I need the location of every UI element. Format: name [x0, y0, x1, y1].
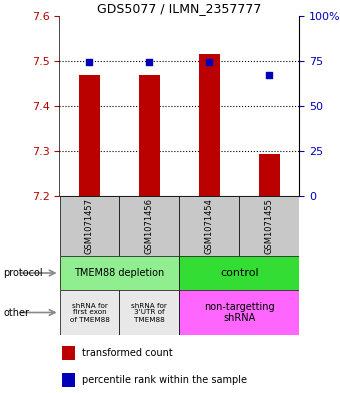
- Bar: [119, 290, 180, 335]
- Point: [147, 59, 152, 66]
- Text: GSM1071455: GSM1071455: [265, 198, 274, 254]
- Bar: [139, 75, 160, 196]
- Bar: [199, 54, 220, 196]
- Text: non-targetting
shRNA: non-targetting shRNA: [204, 302, 275, 323]
- Bar: [180, 256, 299, 290]
- Point: [87, 59, 92, 66]
- Text: protocol: protocol: [3, 268, 43, 278]
- Bar: [62, 373, 75, 387]
- Bar: [239, 196, 299, 256]
- Bar: [59, 290, 119, 335]
- Bar: [119, 196, 180, 256]
- Bar: [180, 196, 239, 256]
- Text: GSM1071457: GSM1071457: [85, 198, 94, 254]
- Text: GSM1071456: GSM1071456: [145, 198, 154, 254]
- Text: shRNA for
3'UTR of
TMEM88: shRNA for 3'UTR of TMEM88: [132, 303, 167, 323]
- Text: percentile rank within the sample: percentile rank within the sample: [82, 375, 247, 385]
- Bar: [180, 290, 299, 335]
- Point: [207, 59, 212, 66]
- Text: transformed count: transformed count: [82, 348, 173, 358]
- Bar: [59, 196, 119, 256]
- Text: GSM1071454: GSM1071454: [205, 198, 214, 254]
- Bar: [79, 75, 100, 196]
- Text: shRNA for
first exon
of TMEM88: shRNA for first exon of TMEM88: [69, 303, 109, 323]
- Text: TMEM88 depletion: TMEM88 depletion: [74, 268, 165, 278]
- Text: control: control: [220, 268, 259, 278]
- Point: [267, 72, 272, 79]
- Bar: [59, 256, 180, 290]
- Text: other: other: [3, 307, 29, 318]
- Bar: [62, 346, 75, 360]
- Title: GDS5077 / ILMN_2357777: GDS5077 / ILMN_2357777: [97, 2, 261, 15]
- Bar: [259, 154, 280, 196]
